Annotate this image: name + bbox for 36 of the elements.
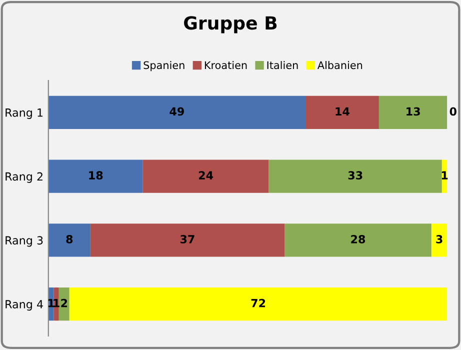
bar <box>431 224 448 257</box>
data-label: 37 <box>180 235 194 244</box>
data-label: 18 <box>89 171 103 180</box>
data-label: 72 <box>251 298 266 308</box>
data-label: 28 <box>351 235 366 244</box>
legend-label: Albanien <box>317 61 362 70</box>
bar <box>54 287 59 321</box>
legend-label: Spanien <box>144 61 184 72</box>
bar <box>142 160 269 193</box>
data-label: 3 <box>436 235 442 244</box>
legend-label: Kroatien <box>204 61 247 70</box>
bar <box>48 96 306 130</box>
bar <box>69 287 448 321</box>
bar <box>268 160 442 193</box>
y-tick-label: Rang 3 <box>6 236 43 247</box>
data-label: 33 <box>348 171 362 180</box>
data-label: 2 <box>61 298 68 308</box>
data-label: 49 <box>170 107 184 116</box>
chart-title: Gruppe B <box>184 16 277 34</box>
bar <box>378 96 448 130</box>
y-tick-label: Rang 4 <box>6 300 43 311</box>
data-label: 0 <box>450 107 456 116</box>
data-label: 1 <box>54 299 60 308</box>
bar <box>48 224 90 257</box>
bar <box>48 160 143 193</box>
data-label: 13 <box>406 107 420 116</box>
bar <box>58 287 70 321</box>
y-tick-label: Rang 2 <box>6 172 42 183</box>
y-tick-label: Rang 1 <box>6 108 43 119</box>
bar <box>90 224 285 257</box>
legend-label: Italien <box>267 61 298 70</box>
bar <box>306 96 379 130</box>
bar <box>284 224 432 257</box>
data-label: 14 <box>336 107 350 116</box>
data-label: 24 <box>198 171 214 180</box>
data-label: 8 <box>66 235 73 244</box>
